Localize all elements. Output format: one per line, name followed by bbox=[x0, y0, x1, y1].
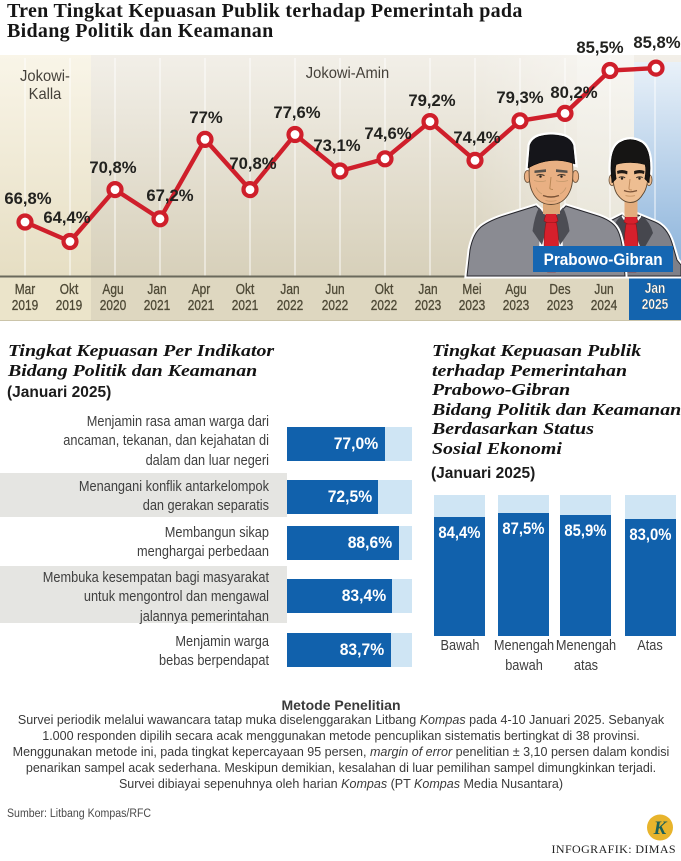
svg-text:K: K bbox=[653, 818, 668, 839]
